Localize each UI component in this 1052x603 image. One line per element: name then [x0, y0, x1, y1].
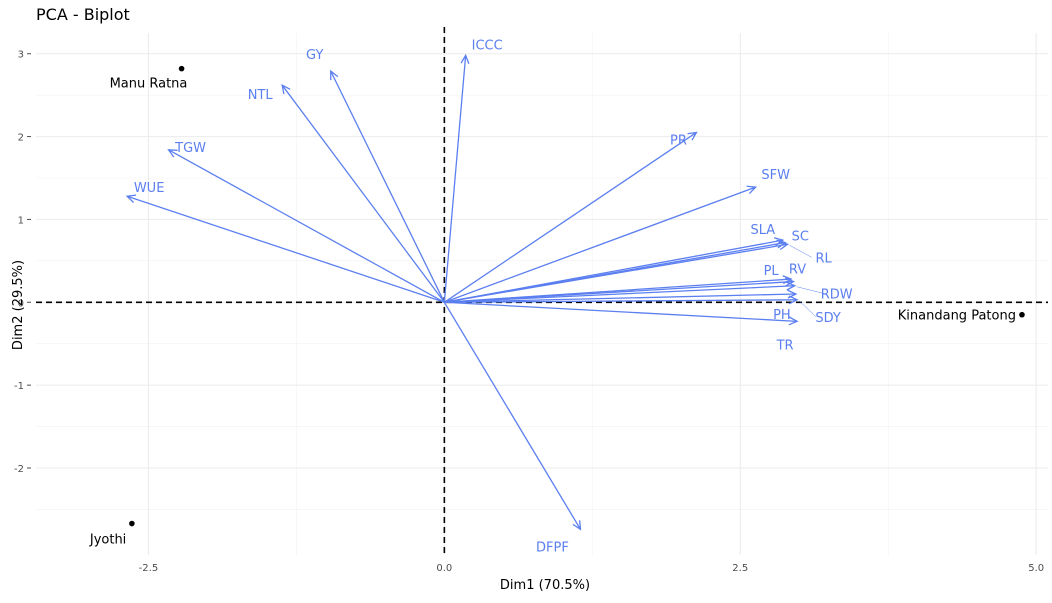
- label-wue: WUE: [134, 181, 165, 196]
- y-tick-label: -2: [14, 464, 24, 475]
- x-tick-label: 0.0: [436, 563, 452, 574]
- individual-points: Manu Ratna Jyothi Kinandang Patong: [89, 65, 1025, 548]
- arrow-sfw: [444, 186, 756, 303]
- label-ntl: NTL: [248, 88, 274, 103]
- point-label-kinandang-patong: Kinandang Patong: [898, 309, 1016, 324]
- arrow-rdw: [444, 285, 795, 303]
- y-tick-label: 2: [18, 133, 24, 144]
- arrowhead-wue: [125, 194, 137, 203]
- y-tick-label: 0: [18, 298, 24, 309]
- arrowhead-pr: [687, 131, 698, 141]
- arrow-tr: [444, 301, 798, 322]
- x-axis-title: Dim1 (70.5%): [500, 578, 590, 593]
- label-rdw: RDW: [821, 288, 853, 303]
- arrow-iccc: [443, 55, 467, 303]
- y-tick-label: 1: [18, 215, 24, 226]
- arrow-wue: [126, 195, 445, 303]
- arrowhead-rv: [784, 277, 796, 287]
- arrowhead-iccc: [460, 53, 470, 65]
- arrow-pr: [443, 131, 697, 303]
- arrowhead-rdw: [786, 281, 797, 291]
- y-tick-label: 3: [18, 50, 24, 61]
- label-leader-rl: [789, 245, 812, 258]
- reference-lines: [36, 27, 1048, 557]
- label-tgw: TGW: [174, 141, 206, 156]
- x-tick-label: 5.0: [1028, 563, 1044, 574]
- arrow-tgw: [168, 149, 445, 303]
- arrowhead-rl: [778, 241, 790, 251]
- label-gy: GY: [306, 48, 323, 63]
- point-kinandang-patong: [1019, 311, 1025, 318]
- point-label-manu-ratna: Manu Ratna: [110, 77, 188, 92]
- arrow-ph: [444, 293, 796, 303]
- label-leader-sdy: [798, 300, 817, 317]
- label-pr: PR: [670, 133, 687, 148]
- arrowhead-tr: [788, 316, 799, 326]
- y-axis-title: Dim2 (29.5%): [11, 260, 26, 350]
- arrowhead-tgw: [167, 149, 178, 158]
- label-iccc: ICCC: [472, 38, 503, 53]
- label-rl: RL: [815, 251, 832, 266]
- variable-arrows: ICCC GY NTL TGW WUE PR SFW SLA SC RL PL RV RDW PH SDY T…: [125, 38, 853, 555]
- arrow-rl: [444, 243, 788, 303]
- chart-title: PCA - Biplot: [36, 5, 130, 24]
- arrow-dfpf: [443, 301, 582, 530]
- grid: [36, 33, 1048, 555]
- arrowhead-sdy: [788, 295, 799, 305]
- label-sdy: SDY: [815, 311, 841, 326]
- arrowhead-sfw: [746, 185, 758, 195]
- arrow-sdy: [444, 299, 798, 303]
- x-tick-label: -2.5: [139, 563, 159, 574]
- arrow-gy: [330, 70, 445, 303]
- label-tr: TR: [776, 338, 794, 353]
- label-sc: SC: [792, 230, 809, 245]
- label-dfpf: DFPF: [536, 540, 569, 555]
- arrowhead-ntl: [281, 84, 291, 95]
- label-sla: SLA: [751, 223, 776, 238]
- label-sfw: SFW: [761, 168, 790, 183]
- x-tick-label: 2.5: [732, 563, 748, 574]
- label-ph: PH: [773, 308, 791, 323]
- label-rv: RV: [789, 263, 806, 278]
- arrowhead-gy: [330, 69, 339, 81]
- tick-labels: -2.5 0.0 2.5 5.0 -2 -1 0 1 2 3: [14, 50, 1044, 574]
- point-manu-ratna: [178, 65, 185, 72]
- label-leader-rdw: [796, 286, 825, 294]
- arrow-ntl: [281, 84, 445, 303]
- arrowhead-dfpf: [572, 520, 582, 531]
- point-label-jyothi: Jyothi: [89, 533, 126, 548]
- point-jyothi: [129, 520, 135, 527]
- arrow-rv: [444, 280, 794, 303]
- y-tick-label: -1: [14, 381, 24, 392]
- label-pl: PL: [764, 264, 780, 279]
